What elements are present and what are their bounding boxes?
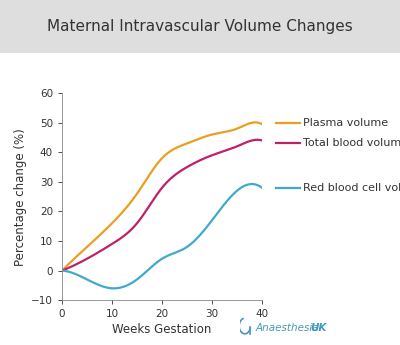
Text: Total blood volume: Total blood volume [303, 138, 400, 148]
Text: Plasma volume: Plasma volume [303, 118, 388, 128]
Text: UK: UK [310, 323, 326, 333]
Text: Anaesthesia: Anaesthesia [256, 323, 320, 333]
Y-axis label: Percentage change (%): Percentage change (%) [14, 128, 27, 266]
Text: Red blood cell volume: Red blood cell volume [303, 183, 400, 193]
Text: Maternal Intravascular Volume Changes: Maternal Intravascular Volume Changes [47, 19, 353, 34]
X-axis label: Weeks Gestation: Weeks Gestation [112, 323, 212, 336]
